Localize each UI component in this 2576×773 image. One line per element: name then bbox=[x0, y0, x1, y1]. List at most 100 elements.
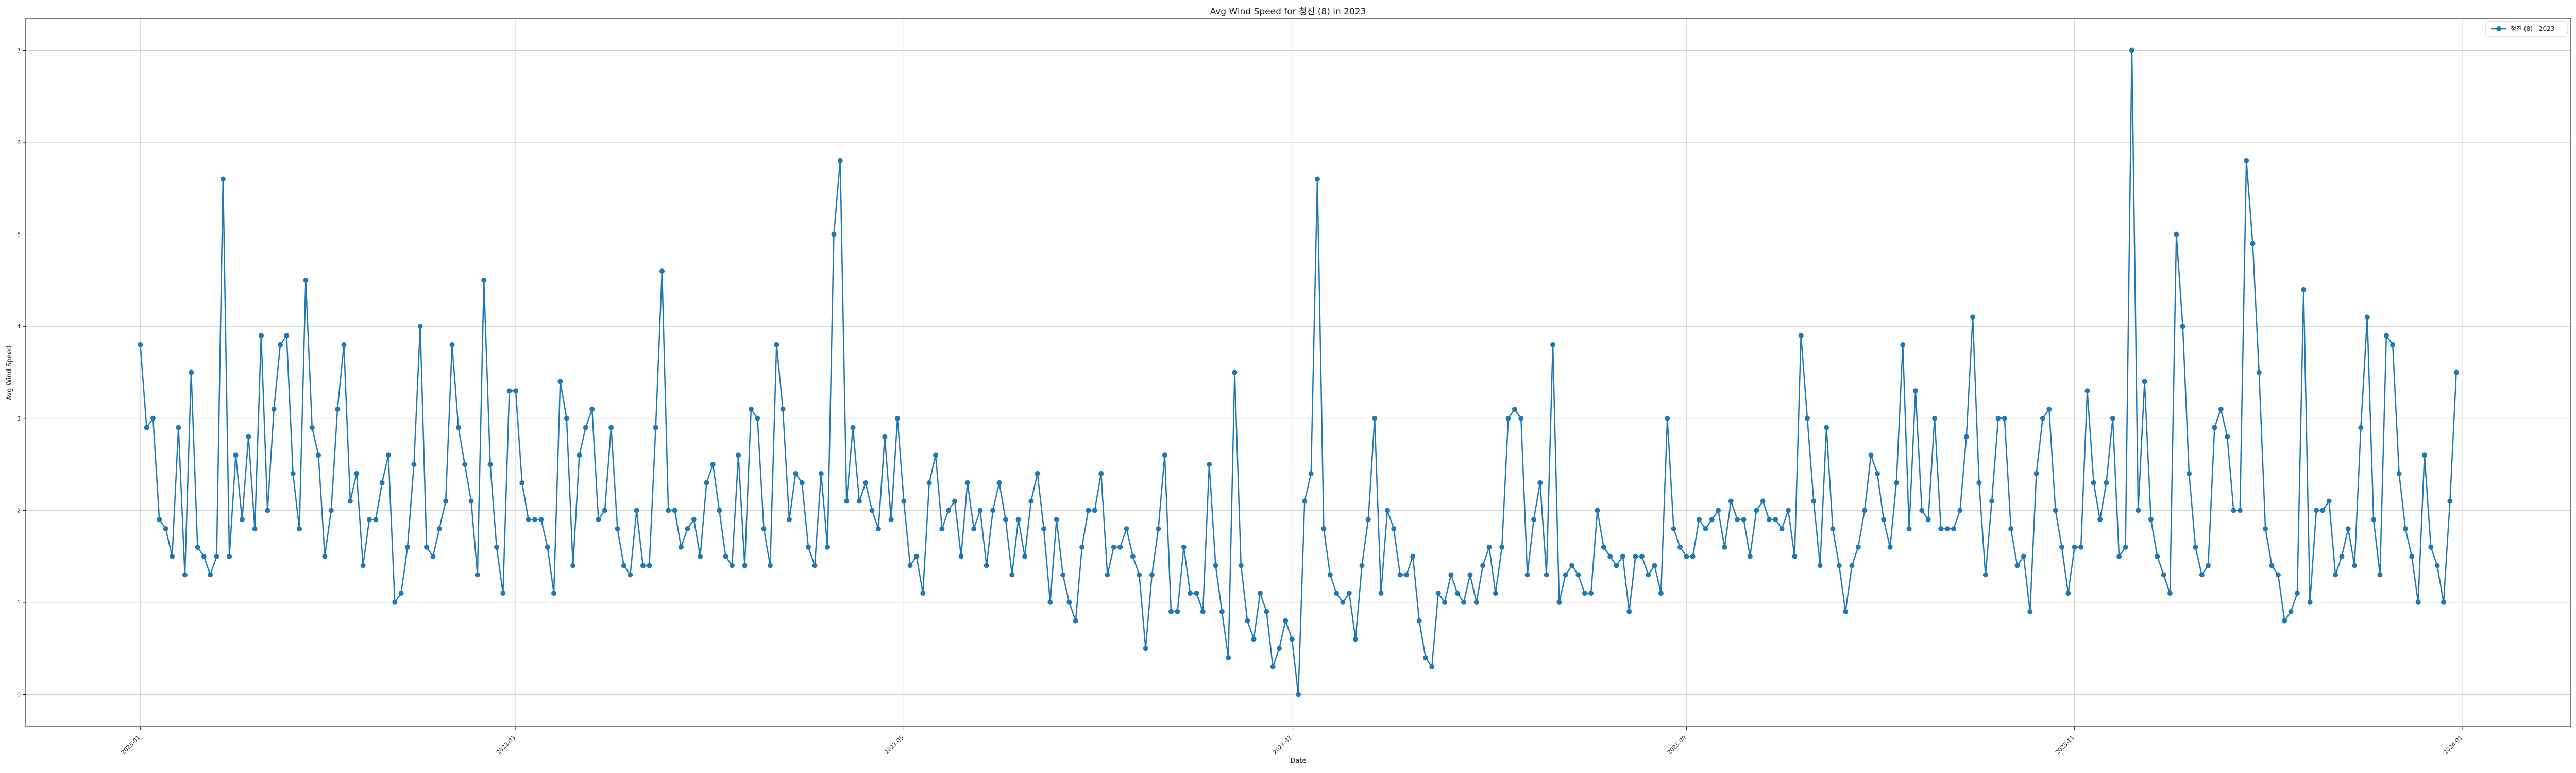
data-point bbox=[189, 369, 194, 375]
data-point bbox=[761, 526, 767, 532]
data-point bbox=[1868, 452, 1874, 458]
data-point bbox=[1130, 553, 1136, 559]
data-point bbox=[767, 563, 773, 568]
data-point bbox=[2033, 470, 2039, 476]
data-point bbox=[1493, 591, 1498, 596]
data-point bbox=[1372, 415, 1378, 421]
data-point bbox=[1346, 591, 1352, 596]
data-point bbox=[685, 526, 690, 532]
data-point bbox=[1448, 572, 1454, 578]
data-point bbox=[2174, 231, 2179, 237]
data-point bbox=[1041, 526, 1046, 532]
data-point bbox=[322, 553, 328, 559]
data-point bbox=[2333, 572, 2338, 578]
data-point bbox=[138, 342, 143, 347]
data-point bbox=[1117, 544, 1123, 550]
data-point bbox=[1817, 563, 1823, 568]
data-point bbox=[2072, 544, 2077, 550]
data-point bbox=[290, 470, 296, 476]
data-point bbox=[914, 553, 919, 559]
data-point bbox=[506, 388, 512, 394]
data-point bbox=[2409, 553, 2415, 559]
data-point bbox=[526, 517, 531, 523]
data-point bbox=[1054, 517, 1059, 523]
data-point bbox=[1792, 553, 1798, 559]
data-point bbox=[793, 470, 799, 476]
data-point bbox=[1925, 517, 1931, 523]
data-point bbox=[1919, 508, 1925, 513]
data-point bbox=[2320, 508, 2326, 513]
data-point bbox=[1168, 609, 1174, 614]
data-point bbox=[208, 572, 213, 578]
data-point bbox=[195, 544, 200, 550]
data-point bbox=[1601, 544, 1606, 550]
data-point bbox=[1137, 572, 1142, 578]
data-point bbox=[1321, 526, 1327, 532]
data-point bbox=[1207, 462, 1212, 467]
data-point bbox=[150, 415, 156, 421]
data-point bbox=[1486, 544, 1492, 550]
y-tick-label: 3 bbox=[17, 415, 21, 422]
data-point bbox=[856, 498, 862, 504]
data-point bbox=[2136, 508, 2141, 513]
data-point bbox=[1403, 572, 1409, 578]
data-point bbox=[1022, 553, 1027, 559]
data-point bbox=[1932, 415, 1937, 421]
data-point bbox=[1378, 591, 1384, 596]
data-point bbox=[1906, 526, 1912, 532]
data-point bbox=[1944, 526, 1950, 532]
data-point bbox=[2421, 452, 2427, 458]
data-point bbox=[2294, 591, 2300, 596]
data-point bbox=[742, 563, 748, 568]
data-point bbox=[634, 508, 639, 513]
data-point bbox=[679, 544, 684, 550]
data-point bbox=[1264, 609, 1269, 614]
legend-marker bbox=[2496, 26, 2501, 31]
data-point bbox=[1766, 517, 1772, 523]
data-point bbox=[628, 572, 633, 578]
data-point bbox=[2142, 379, 2147, 384]
data-point bbox=[417, 324, 423, 329]
y-axis: 0 1 2 3 4 5 6 7 bbox=[17, 47, 26, 698]
data-point bbox=[201, 553, 207, 559]
data-point bbox=[163, 526, 168, 532]
data-point bbox=[863, 480, 869, 485]
data-point bbox=[265, 508, 270, 513]
data-point bbox=[1582, 591, 1587, 596]
data-point bbox=[1537, 480, 1543, 485]
data-point bbox=[704, 480, 709, 485]
data-point bbox=[1785, 508, 1791, 513]
data-point bbox=[2371, 517, 2377, 523]
data-point bbox=[933, 452, 938, 458]
data-point bbox=[2097, 517, 2103, 523]
data-point bbox=[252, 526, 258, 532]
data-point bbox=[2269, 563, 2275, 568]
data-point bbox=[1276, 646, 1282, 651]
data-point bbox=[455, 425, 461, 430]
data-point bbox=[1633, 553, 1638, 559]
data-point bbox=[1391, 526, 1397, 532]
data-point bbox=[1607, 553, 1613, 559]
data-point bbox=[952, 498, 958, 504]
data-point bbox=[875, 526, 881, 532]
data-point bbox=[2104, 480, 2109, 485]
data-point bbox=[1970, 314, 1976, 320]
data-point bbox=[2275, 572, 2281, 578]
data-point bbox=[398, 591, 404, 596]
data-point bbox=[1862, 508, 1868, 513]
data-point bbox=[1423, 655, 1428, 661]
data-point bbox=[2065, 591, 2071, 596]
data-point bbox=[1805, 415, 1810, 421]
data-point bbox=[1690, 553, 1696, 559]
data-point bbox=[2206, 563, 2211, 568]
data-point bbox=[710, 462, 716, 467]
data-point bbox=[964, 480, 970, 485]
data-point bbox=[939, 526, 945, 532]
data-point bbox=[494, 544, 499, 550]
data-point bbox=[736, 452, 741, 458]
data-point bbox=[2364, 314, 2370, 320]
data-point bbox=[1397, 572, 1403, 578]
data-point bbox=[748, 406, 754, 412]
data-point bbox=[2307, 599, 2313, 605]
data-point bbox=[1556, 599, 1562, 605]
